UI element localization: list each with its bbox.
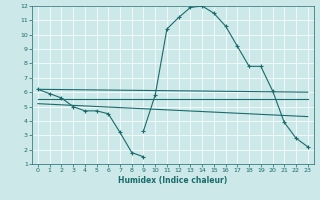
X-axis label: Humidex (Indice chaleur): Humidex (Indice chaleur) (118, 176, 228, 185)
